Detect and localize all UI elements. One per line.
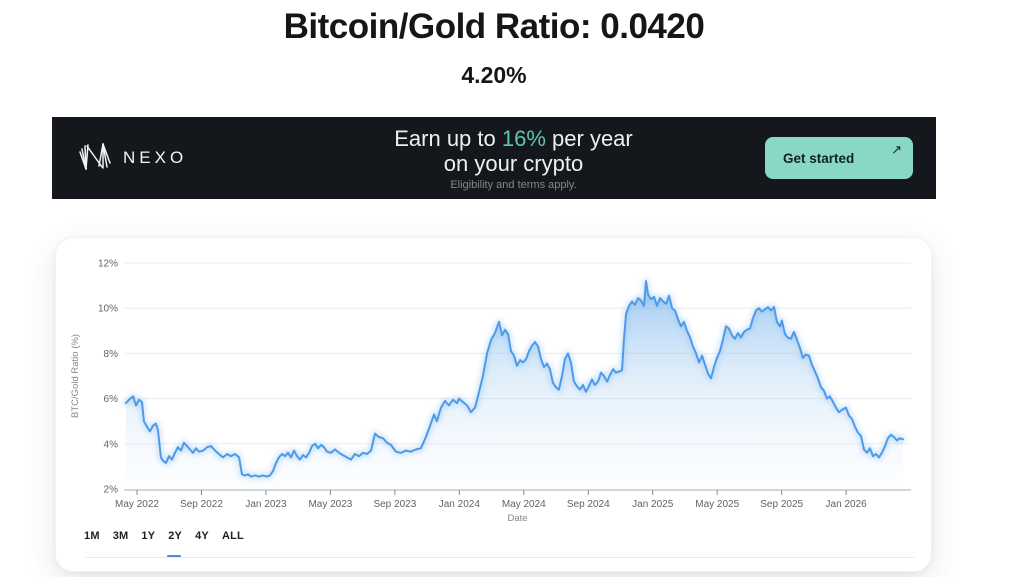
y-tick-label: 6% — [104, 394, 119, 405]
active-range-underline — [167, 555, 181, 558]
x-tick-label: Jan 2025 — [632, 499, 674, 510]
y-tick-label: 2% — [104, 485, 119, 496]
card-divider — [86, 557, 914, 558]
range-button-4y[interactable]: 4Y — [195, 530, 209, 542]
range-button-3m[interactable]: 3M — [112, 530, 129, 542]
banner-headline-line1: Earn up to 16% per year — [394, 125, 633, 151]
chart-card: 2% 4% 6% 8% 10% 12% BTC/Gold Ratio (%) May 2022… — [55, 237, 932, 572]
y-tick-label: 12% — [98, 259, 118, 270]
get-started-button[interactable]: Get started ↗ — [765, 137, 913, 179]
nexo-brand-text: NEXO — [123, 148, 188, 167]
x-tick-label: Sep 2023 — [373, 499, 416, 510]
x-tick-label: May 2024 — [502, 499, 546, 510]
range-button-all[interactable]: ALL — [221, 530, 244, 542]
btc-gold-ratio-chart[interactable]: 2% 4% 6% 8% 10% 12% BTC/Gold Ratio (%) May 2022… — [56, 238, 931, 528]
page-title: Bitcoin/Gold Ratio: 0.0420 — [283, 7, 705, 46]
banner-headline: Earn up to 16% per year on your crypto E… — [262, 126, 765, 191]
x-tick-label: Jan 2023 — [245, 499, 287, 510]
get-started-label: Get started — [783, 151, 855, 166]
nexo-logo-icon — [77, 138, 113, 179]
range-selector: 1M 3M 1Y 2Y 4Y ALL — [84, 530, 244, 542]
y-tick-label: 4% — [104, 439, 119, 450]
page-subtitle: 4.20% — [461, 62, 527, 88]
x-tick-label: Sep 2022 — [180, 499, 223, 510]
nexo-ad-banner: NEXO Earn up to 16% per year on your cry… — [52, 117, 936, 199]
x-tick-label: Sep 2024 — [567, 499, 610, 510]
range-button-2y[interactable]: 2Y — [168, 530, 183, 542]
banner-disclaimer: Eligibility and terms apply. — [450, 178, 577, 191]
banner-highlight: 16% — [501, 125, 546, 151]
range-button-1m[interactable]: 1M — [84, 530, 100, 542]
x-axis-title: Date — [507, 513, 527, 524]
x-tick-label: Sep 2025 — [760, 499, 803, 510]
y-tick-label: 8% — [104, 349, 119, 360]
nexo-logo: NEXO — [52, 138, 262, 179]
x-tick-label: Jan 2026 — [826, 499, 868, 510]
x-tick-label: May 2022 — [115, 499, 159, 510]
arrow-up-right-icon: ↗ — [891, 142, 902, 157]
ratio-line — [124, 280, 904, 478]
range-button-1y[interactable]: 1Y — [141, 530, 156, 542]
y-tick-label: 10% — [98, 304, 118, 315]
content-wrapper: Bitcoin/Gold Ratio: 0.0420 4.20% — [52, 6, 936, 572]
x-tick-label: Jan 2024 — [439, 499, 481, 510]
y-axis-title: BTC/Gold Ratio (%) — [70, 334, 81, 418]
x-tick-label: May 2025 — [695, 499, 739, 510]
area-fill — [125, 281, 903, 489]
banner-headline-line2: on your crypto — [443, 150, 584, 176]
x-tick-label: May 2023 — [308, 499, 352, 510]
